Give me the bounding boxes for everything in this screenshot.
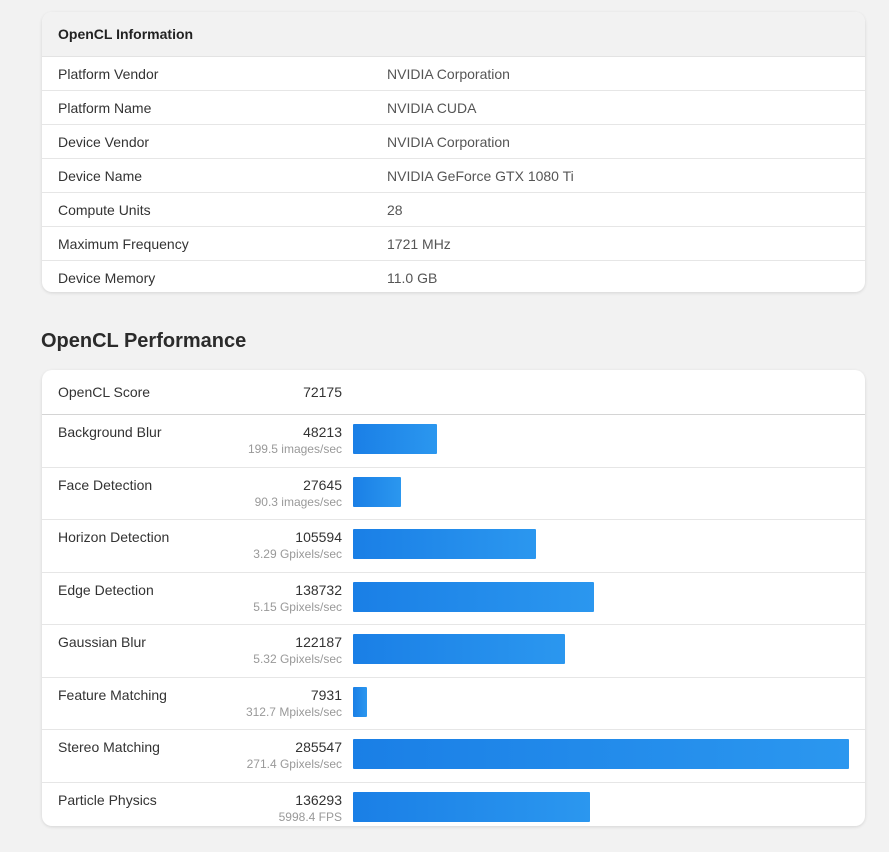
info-value: NVIDIA Corporation [387,133,510,150]
info-row: Compute Units 28 [42,193,865,227]
benchmark-bar [353,581,594,612]
benchmark-rate: 312.7 Mpixels/sec [245,704,342,719]
benchmark-score: 285547 [295,739,342,755]
benchmark-bar [353,529,536,559]
benchmark-rate: 3.29 Gpixels/sec [253,547,342,561]
benchmark-row: Horizon Detection 105594 3.29 Gpixels/sec [42,520,865,573]
benchmark-rate: 5.32 Gpixels/sec [253,652,342,666]
opencl-performance-title: OpenCL Performance [41,330,247,352]
benchmark-name: Particle Physics [58,791,157,808]
benchmark-name: Face Detection [58,476,153,493]
benchmark-rate: 5.15 Gpixels/sec [253,599,342,614]
info-row: Device Name NVIDIA GeForce GTX 1080 Ti [42,159,865,193]
benchmark-bar [353,686,367,717]
benchmark-row: Stereo Matching 285547 271.4 Gpixels/sec [42,730,865,783]
benchmark-bar [353,476,401,507]
benchmark-score: 122187 [295,634,342,650]
info-value: 1721 MHz [387,235,451,252]
info-row: Maximum Frequency 1721 MHz [42,227,865,261]
info-label: Device Name [58,167,143,184]
info-label: Maximum Frequency [58,235,189,252]
info-row: Device Memory 11.0 GB [42,261,865,292]
benchmark-row: Gaussian Blur 122187 5.32 Gpixels/sec [42,625,865,678]
benchmark-name: Gaussian Blur [58,634,146,650]
benchmark-name: Stereo Matching [58,739,160,755]
benchmark-score: 48213 [303,424,342,440]
benchmark-bar [353,424,437,454]
benchmark-bar [353,739,849,769]
info-row: Platform Name NVIDIA CUDA [42,91,865,125]
benchmark-score: 138732 [295,581,342,598]
benchmark-name: Background Blur [58,424,162,440]
opencl-information-card: OpenCL Information Platform Vendor NVIDI… [42,12,865,292]
benchmark-rate: 5998.4 FPS [278,809,342,824]
opencl-information-title: OpenCL Information [42,12,865,57]
info-row: Platform Vendor NVIDIA Corporation [42,57,865,91]
info-value: NVIDIA Corporation [387,65,510,82]
info-value: 11.0 GB [387,269,438,286]
opencl-score-label: OpenCL Score [58,384,151,400]
info-label: Compute Units [58,201,151,218]
info-label: Platform Vendor [58,65,159,82]
info-value: NVIDIA CUDA [387,99,477,116]
info-value: NVIDIA GeForce GTX 1080 Ti [387,167,574,184]
benchmark-bar [353,791,590,822]
benchmark-rate: 90.3 images/sec [254,494,342,509]
opencl-score-value: 72175 [303,384,342,400]
benchmark-name: Feature Matching [58,686,167,703]
info-label: Device Memory [58,269,156,286]
info-row: Device Vendor NVIDIA Corporation [42,125,865,159]
info-value: 28 [387,201,403,218]
info-label: Platform Name [58,99,152,116]
opencl-performance-card: OpenCL Score 72175 Background Blur 48213 1… [42,370,865,826]
benchmark-score: 7931 [310,686,342,703]
info-label: Device Vendor [58,133,150,150]
benchmark-row: Background Blur 48213 199.5 images/sec [42,415,865,468]
benchmark-row: Feature Matching 7931 312.7 Mpixels/sec [42,678,865,730]
benchmark-score: 136293 [295,791,342,808]
benchmark-name: Edge Detection [58,581,154,598]
benchmark-row: Face Detection 27645 90.3 images/sec [42,468,865,520]
benchmark-row: Edge Detection 138732 5.15 Gpixels/sec [42,573,865,625]
benchmark-rate: 271.4 Gpixels/sec [246,757,342,771]
benchmark-name: Horizon Detection [58,529,170,545]
benchmark-list: Background Blur 48213 199.5 images/sec Face… [42,415,865,826]
benchmark-rate: 199.5 images/sec [247,442,342,456]
benchmark-score: 105594 [295,529,342,545]
opencl-score-row: OpenCL Score 72175 [42,370,865,415]
benchmark-bar [353,634,565,664]
benchmark-row: Particle Physics 136293 5998.4 FPS [42,783,865,827]
benchmark-score: 27645 [303,476,342,493]
